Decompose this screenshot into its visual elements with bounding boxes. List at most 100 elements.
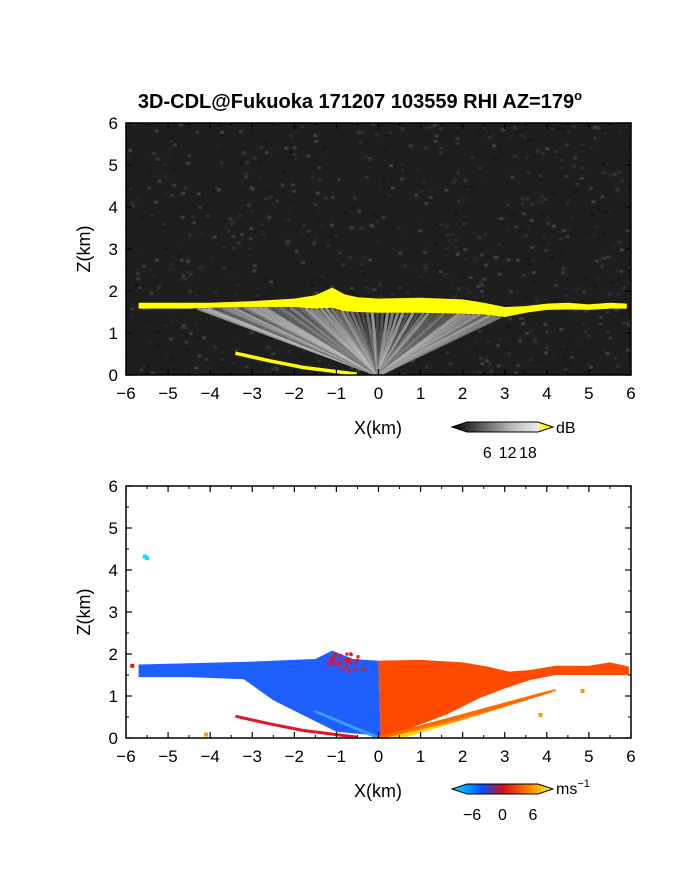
noise-speckle [240,189,245,193]
velocity-colorbar-tick-label: 6 [528,807,537,824]
noise-speckle [267,188,272,192]
noise-speckle [139,203,144,207]
noise-speckle [294,249,299,253]
velocity-colorbar-bar [450,783,555,795]
noise-speckle [325,150,329,153]
noise-speckle [134,284,139,288]
noise-speckle [539,200,544,204]
noise-speckle [573,285,578,289]
noise-speckle [350,366,354,369]
velocity-x-tick-label: 0 [374,747,383,766]
noise-speckle [172,183,177,187]
noise-speckle [198,332,203,335]
noise-speckle [396,226,401,230]
noise-speckle [294,276,299,280]
noise-speckle [413,126,418,130]
noise-speckle [619,248,624,252]
noise-speckle [457,338,462,342]
noise-speckle [600,259,605,262]
noise-speckle [317,359,322,363]
noise-speckle [315,191,320,195]
noise-speckle [245,160,250,164]
velocity-x-tick-label: 1 [416,747,425,766]
noise-speckle [314,140,318,143]
noise-speckle [329,235,334,238]
noise-speckle [128,127,133,131]
noise-speckle [478,166,482,170]
noise-speckle [150,371,155,375]
noise-speckle [606,255,611,259]
noise-speckle [313,203,318,207]
noise-speckle [455,137,460,141]
noise-speckle [524,156,529,160]
noise-speckle [190,314,195,318]
noise-speckle [606,211,611,215]
noise-speckle [285,241,290,245]
noise-speckle [128,195,133,199]
noise-speckle [213,159,218,163]
noise-speckle [525,197,530,201]
noise-speckle [558,249,563,253]
noise-speckle [400,168,405,172]
noise-speckle [620,179,624,183]
noise-speckle [464,348,468,352]
noise-speckle [551,224,556,228]
noise-speckle [361,295,366,299]
noise-speckle [445,233,450,237]
noise-speckle [628,294,631,298]
noise-speckle [333,255,338,259]
backscatter-x-tick-label: 3 [500,384,509,403]
chart-title: 3D-CDL@Fukuoka 171207 103559 RHI AZ=179o [138,88,582,113]
noise-speckle [438,223,443,227]
noise-speckle [126,156,131,160]
noise-speckle [478,281,483,284]
noise-speckle [369,223,374,227]
noise-speckle [616,278,621,282]
noise-speckle [129,312,134,316]
noise-speckle [372,288,377,292]
noise-speckle [222,266,227,270]
noise-speckle [329,223,334,227]
velocity-speckle [336,660,340,664]
velocity-speckle [354,661,358,665]
noise-speckle [531,226,536,230]
noise-speckle [381,216,386,220]
noise-speckle [474,340,479,344]
noise-speckle [441,351,446,355]
noise-speckle [482,233,487,237]
noise-speckle [540,166,544,170]
noise-speckle [249,227,254,231]
noise-speckle [550,192,555,196]
noise-speckle [500,269,505,273]
noise-speckle [430,125,435,129]
noise-speckle [142,264,146,268]
noise-speckle [184,340,189,344]
noise-speckle [315,170,320,174]
noise-speckle [495,343,500,347]
noise-speckle [181,215,186,219]
velocity-outlier-point [580,689,585,693]
noise-speckle [520,202,525,205]
noise-speckle [587,233,592,236]
noise-speckle [128,187,133,191]
velocity-speckle [349,653,353,657]
noise-speckle [231,361,236,365]
noise-speckle [239,161,244,165]
noise-speckle [147,169,152,173]
velocity-y-tick-label: 0 [109,729,118,748]
noise-speckle [524,294,529,298]
noise-speckle [231,235,236,238]
velocity-speckle [349,661,353,664]
noise-speckle [178,246,183,250]
noise-speckle [584,205,589,209]
noise-speckle [178,254,183,258]
noise-speckle [423,126,428,130]
noise-speckle [613,270,618,274]
noise-speckle [130,204,135,208]
noise-speckle [546,163,551,167]
backscatter-x-tick-label: 2 [458,384,467,403]
noise-speckle [156,285,161,289]
noise-speckle [169,139,174,143]
noise-speckle [521,369,526,373]
